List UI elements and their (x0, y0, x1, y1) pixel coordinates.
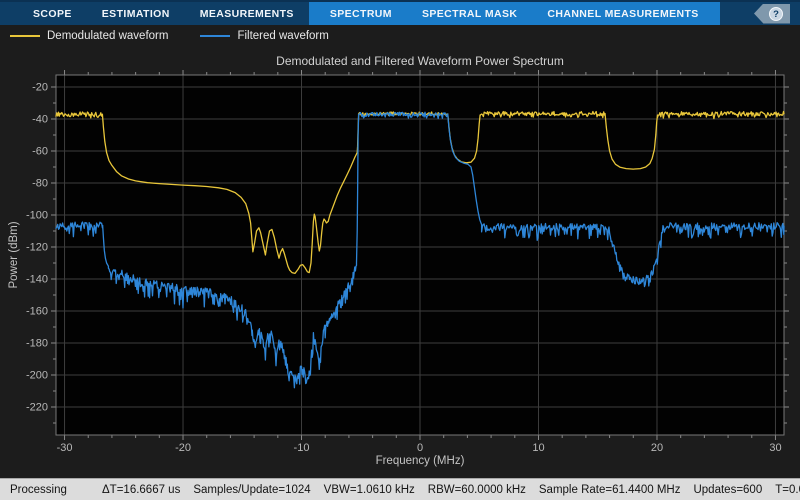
tab-spectrum[interactable]: SPECTRUM (329, 7, 392, 20)
legend-swatch-filtered-icon (200, 35, 231, 37)
help-icon: ? (769, 6, 783, 21)
legend-swatch-demodulated-icon (10, 35, 40, 37)
status-delta-t: ΔT=16.6667 us (102, 483, 181, 496)
status-state: Processing (10, 483, 67, 496)
svg-text:30: 30 (769, 442, 781, 454)
tabgroup-highlight: SPECTRUM SPECTRAL MASK CHANNEL MEASUREME… (308, 2, 720, 25)
legend-label-filtered: Filtered waveform (237, 30, 329, 42)
status-sample-rate: Sample Rate=61.4400 MHz (538, 483, 681, 496)
status-updates: Updates=600 (693, 483, 763, 496)
svg-text:-80: -80 (32, 178, 48, 190)
svg-text:-40: -40 (32, 114, 48, 126)
svg-text:-200: -200 (26, 370, 48, 382)
svg-text:-20: -20 (175, 442, 191, 454)
figure-area: Demodulated waveform Filtered waveform D… (0, 25, 800, 478)
legend: Demodulated waveform Filtered waveform (10, 30, 329, 42)
plot-title: Demodulated and Filtered Waveform Power … (276, 54, 564, 68)
toolbar-spacer (720, 2, 754, 25)
svg-text:-20: -20 (32, 82, 48, 94)
tab-measurements[interactable]: MEASUREMENTS (199, 7, 294, 20)
status-vbw: VBW=1.0610 kHz (323, 483, 415, 496)
tab-scope[interactable]: SCOPE (33, 7, 72, 20)
status-samples-per-update: Samples/Update=1024 (193, 483, 311, 496)
svg-text:-220: -220 (26, 402, 48, 414)
tabgroup-left: SCOPE ESTIMATION MEASUREMENTS (0, 2, 309, 25)
svg-text:-30: -30 (57, 442, 73, 454)
svg-text:-140: -140 (26, 274, 48, 286)
svg-text:-120: -120 (26, 242, 48, 254)
status-bar: Processing ΔT=16.6667 us Samples/Update=… (0, 478, 800, 500)
x-axis-label: Frequency (MHz) (375, 455, 465, 467)
legend-label-demodulated: Demodulated waveform (47, 30, 169, 42)
svg-text:-160: -160 (26, 306, 48, 318)
legend-item-demodulated[interactable]: Demodulated waveform (10, 30, 168, 42)
tab-channel-measurements[interactable]: CHANNEL MEASUREMENTS (547, 7, 699, 20)
svg-text:-180: -180 (26, 338, 48, 350)
svg-text:-10: -10 (294, 442, 310, 454)
tab-estimation[interactable]: ESTIMATION (101, 7, 170, 20)
status-time: T=0.010 (775, 483, 800, 496)
toolstrip: SCOPE ESTIMATION MEASUREMENTS SPECTRUM S… (0, 0, 800, 25)
svg-text:10: 10 (532, 442, 544, 454)
svg-text:-60: -60 (32, 146, 48, 158)
legend-item-filtered[interactable]: Filtered waveform (200, 30, 329, 42)
svg-text:20: 20 (651, 442, 663, 454)
tab-spectral-mask[interactable]: SPECTRAL MASK (421, 7, 518, 20)
svg-text:0: 0 (417, 442, 423, 454)
help-button[interactable]: ? (754, 3, 790, 24)
status-rbw: RBW=60.0000 kHz (427, 483, 526, 496)
svg-text:-100: -100 (26, 210, 48, 222)
